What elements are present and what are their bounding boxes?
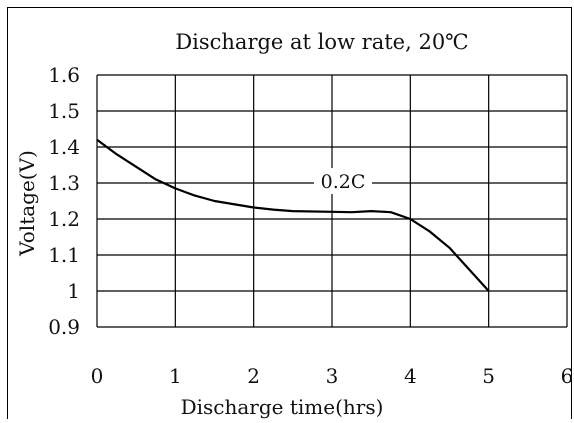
x-tick-label: 4 [404,364,417,388]
annotation-background [314,168,372,194]
x-tick-label: 3 [326,364,339,388]
x-tick-label: 2 [247,364,260,388]
y-tick-label: 1.1 [48,243,80,267]
y-tick-label: 1.2 [48,207,80,231]
chart-frame [7,7,572,419]
y-tick-label: 1.3 [48,171,80,195]
x-tick-label: 5 [482,364,495,388]
y-tick-label: 1.6 [48,63,80,87]
y-tick-label: 0.9 [48,315,80,339]
y-tick-label: 1 [67,279,80,303]
grid [96,74,568,328]
x-tick-labels: 0 1 2 3 4 5 6 [91,364,574,388]
y-tick-label: 1.5 [48,99,80,123]
chart-title: Discharge at low rate, 20℃ [175,30,468,54]
series-line [96,138,490,292]
y-tick-labels: 1.6 1.5 1.4 1.3 1.2 1.1 1 0.9 [48,63,80,339]
y-axis-label: Voltage(V) [15,150,39,257]
y-tick-label: 1.4 [48,135,80,159]
x-tick-label: 0 [91,364,104,388]
x-axis-label: Discharge time(hrs) [181,395,384,419]
x-tick-label: 1 [169,364,182,388]
annotation-0.2C: 0.2C [321,171,366,193]
x-tick-label: 6 [561,364,574,388]
